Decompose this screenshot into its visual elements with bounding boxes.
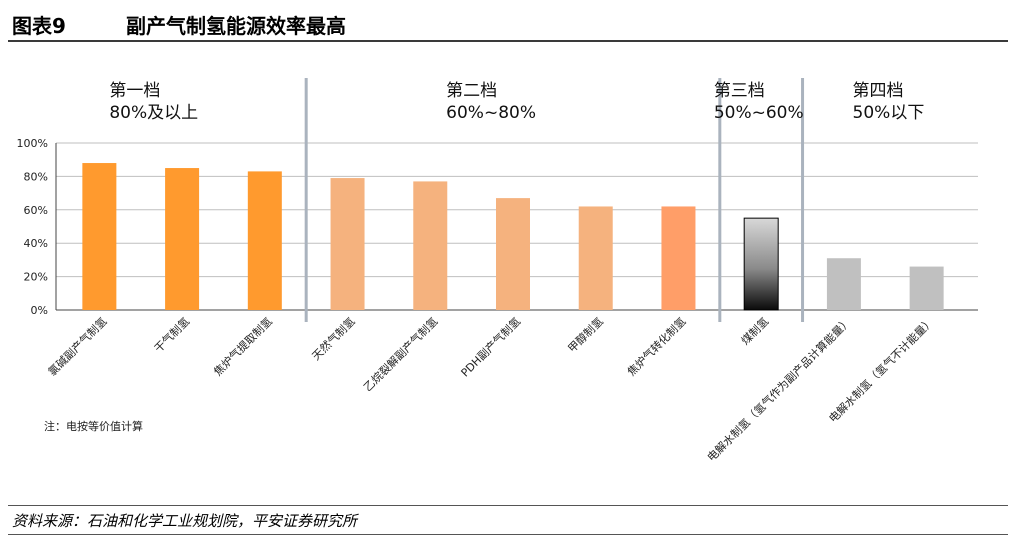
- bar: [909, 266, 944, 310]
- y-tick-label: 20%: [24, 271, 48, 284]
- bar: [165, 168, 200, 310]
- bar: [330, 178, 365, 310]
- tier-name: 第四档: [853, 81, 904, 101]
- tier-name: 第三档: [714, 81, 765, 101]
- y-tick-label: 40%: [24, 237, 48, 250]
- x-tick-label: 煤制氢: [738, 314, 771, 347]
- tier-range: 50%~60%: [714, 103, 804, 123]
- bar: [578, 206, 613, 310]
- tier-name: 第二档: [446, 81, 497, 101]
- figure-title-bar: 图表9 副产气制氢能源效率最高: [8, 4, 1008, 42]
- figure-label: 图表9: [12, 14, 66, 38]
- bar: [826, 258, 861, 310]
- bar: [743, 217, 779, 311]
- bar-chart: 0% 20% 40% 60% 80% 100% 氯碱副产气制氢 干气制氢 焦炉气提取制氢 天然气…: [17, 78, 978, 464]
- x-axis-labels: 氯碱副产气制氢 干气制氢 焦炉气提取制氢 天然气制氢 乙烷裂解副产气制氢 PDH副产气制氢…: [45, 314, 937, 464]
- tier-name: 第一档: [109, 81, 160, 101]
- y-tick-label: 0%: [31, 304, 48, 317]
- x-tick-label: 天然气制氢: [309, 314, 358, 363]
- x-tick-label: PDH副产气制氢: [458, 314, 523, 379]
- chart-note: 注：电按等价值计算: [44, 419, 143, 433]
- x-tick-label: 乙烷裂解副产气制氢: [360, 314, 440, 394]
- y-tick-label: 100%: [17, 137, 48, 150]
- x-tick-label: 焦炉气提取制氢: [211, 314, 275, 378]
- bar: [82, 163, 117, 310]
- tier-range: 80%及以上: [109, 103, 198, 123]
- figure-heading: 副产气制氢能源效率最高: [126, 14, 346, 38]
- x-tick-label: 干气制氢: [151, 314, 192, 355]
- tier-range: 50%以下: [853, 103, 925, 123]
- y-axis-ticks: 0% 20% 40% 60% 80% 100%: [17, 137, 48, 317]
- x-tick-label: 甲醇制氢: [565, 314, 606, 355]
- x-tick-label: 氯碱副产气制氢: [45, 314, 109, 378]
- bar: [247, 171, 282, 310]
- bar: [496, 198, 530, 310]
- y-tick-label: 60%: [24, 204, 48, 217]
- y-tick-label: 80%: [24, 170, 48, 183]
- x-tick-label: 焦炉气转化制氢: [624, 314, 688, 378]
- bars: [82, 163, 944, 311]
- tier-separators: [304, 78, 805, 322]
- source-footer: 资料来源：石油和化学工业规划院，平安证券研究所: [8, 505, 1008, 535]
- tier-range: 60%~80%: [446, 103, 536, 123]
- x-tick-label: 电解水制氢（氢气作为副产品计算能量）: [704, 314, 854, 464]
- bar: [413, 181, 448, 310]
- source-text: 资料来源：石油和化学工业规划院，平安证券研究所: [12, 512, 358, 530]
- bar: [661, 206, 696, 310]
